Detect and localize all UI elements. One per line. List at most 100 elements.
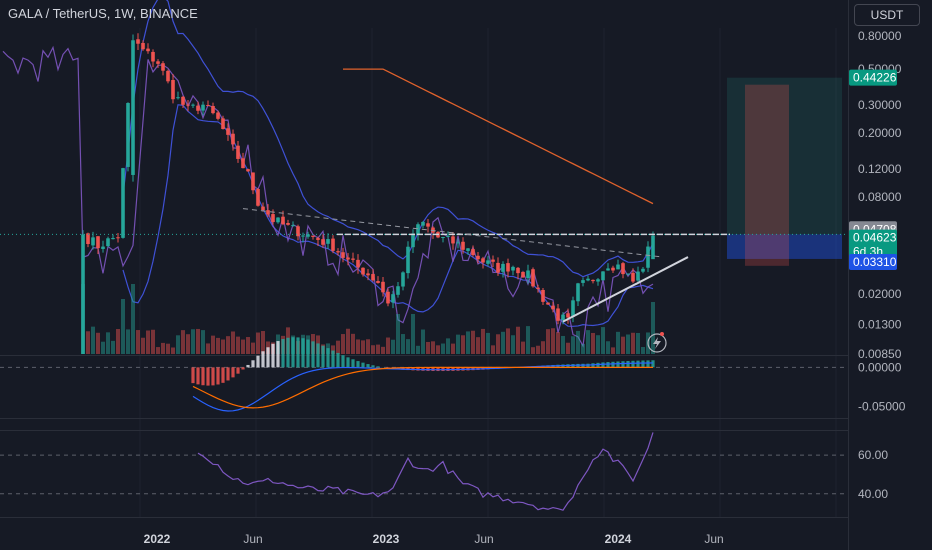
candle-body bbox=[156, 61, 160, 64]
candle-body bbox=[226, 128, 230, 135]
price-tick-label: 0.01300 bbox=[858, 317, 902, 331]
macd-histogram-bar bbox=[356, 361, 360, 368]
volume-bar bbox=[491, 345, 495, 354]
macd-histogram-bar bbox=[221, 367, 225, 383]
bollinger-upper bbox=[122, 0, 654, 278]
candle-body bbox=[366, 273, 370, 276]
volume-bar bbox=[341, 334, 345, 354]
candle-body bbox=[491, 259, 495, 262]
volume-bar bbox=[256, 332, 260, 354]
macd-histogram-bar bbox=[616, 361, 620, 368]
candle-body bbox=[256, 189, 260, 206]
volume-bar bbox=[431, 341, 435, 354]
rsi-tick-label: 40.00 bbox=[858, 487, 888, 501]
candle-body bbox=[551, 305, 555, 310]
candle-body bbox=[641, 268, 645, 272]
candle-body bbox=[606, 268, 610, 271]
macd-histogram-bar bbox=[261, 351, 265, 368]
candle-body bbox=[136, 39, 140, 44]
candle-body bbox=[331, 238, 335, 251]
rsi-pane bbox=[0, 432, 848, 511]
volume-bar bbox=[221, 339, 225, 354]
candle-body bbox=[281, 216, 285, 225]
candle-body bbox=[486, 260, 490, 264]
candle-body bbox=[291, 225, 295, 227]
volume-bar bbox=[166, 343, 170, 354]
volume-bar bbox=[126, 329, 130, 354]
candle-body bbox=[206, 105, 210, 107]
price-axis[interactable]: 0.800000.500000.300000.200000.120000.080… bbox=[858, 29, 906, 501]
volume-bar bbox=[461, 335, 465, 354]
candle-body bbox=[466, 248, 470, 251]
macd-histogram-bar bbox=[196, 367, 200, 385]
candle-body bbox=[161, 63, 165, 71]
price-tag-label: 0.44226 bbox=[853, 71, 897, 85]
volume-bar bbox=[591, 332, 595, 354]
volume-bar bbox=[641, 346, 645, 354]
volume-bar bbox=[636, 333, 640, 354]
macd-histogram-bar bbox=[361, 362, 365, 368]
candle-body bbox=[461, 241, 465, 250]
volume-bar bbox=[606, 341, 610, 354]
macd-histogram-bar bbox=[336, 352, 340, 368]
volume-bar bbox=[246, 337, 250, 354]
long-position-tool[interactable] bbox=[727, 77, 842, 266]
volume-bar bbox=[521, 341, 525, 354]
volume-bar bbox=[576, 330, 580, 354]
volume-bars bbox=[81, 284, 655, 354]
volume-bar bbox=[471, 330, 475, 354]
volume-bar bbox=[381, 346, 385, 354]
candle-body bbox=[271, 214, 275, 223]
price-tick-label: 0.30000 bbox=[858, 98, 902, 112]
candle-body bbox=[511, 266, 515, 271]
macd-histogram-bar bbox=[606, 362, 610, 368]
macd-histogram-bar bbox=[646, 360, 650, 368]
candle-body bbox=[476, 255, 480, 260]
volume-bar bbox=[226, 336, 230, 354]
candle-body bbox=[171, 79, 175, 100]
volume-bar bbox=[446, 338, 450, 354]
price-tick-label: 0.20000 bbox=[858, 126, 902, 140]
purple-overlay-line bbox=[2, 45, 654, 348]
candle-body bbox=[196, 105, 200, 111]
lightning-icon bbox=[647, 333, 667, 353]
candle-body bbox=[626, 273, 630, 275]
time-tick-label: 2023 bbox=[373, 532, 400, 546]
macd-histogram-bar bbox=[346, 357, 350, 368]
candle-body bbox=[581, 280, 585, 283]
currency-button[interactable]: USDT bbox=[854, 4, 920, 26]
chart-title: GALA / TetherUS, 1W, BINANCE bbox=[8, 6, 198, 21]
volume-bar bbox=[616, 331, 620, 354]
candle-body bbox=[296, 226, 300, 237]
volume-bar bbox=[456, 334, 460, 354]
candle-body bbox=[261, 206, 265, 211]
candle-body bbox=[311, 235, 315, 237]
candle-body bbox=[266, 210, 270, 215]
time-axis[interactable]: 2022 Jun 2023 Jun 2024 Jun bbox=[144, 532, 724, 546]
trend-lines[interactable] bbox=[0, 208, 848, 323]
macd-histogram-bar bbox=[216, 367, 220, 385]
candle-body bbox=[301, 235, 305, 237]
volume-bar bbox=[86, 331, 90, 354]
candle-body bbox=[611, 267, 615, 271]
macd-histogram-bar bbox=[201, 367, 205, 386]
volume-bar bbox=[111, 340, 115, 354]
macd-histogram-bar bbox=[326, 348, 330, 368]
chart-decorations bbox=[647, 332, 667, 353]
volume-bar bbox=[506, 328, 510, 354]
macd-histogram-bar bbox=[651, 360, 655, 368]
volume-bar bbox=[161, 342, 165, 354]
volume-bar bbox=[386, 337, 390, 354]
volume-bar bbox=[561, 335, 565, 354]
macd-histogram-bar bbox=[206, 367, 210, 386]
price-tick-label: 0.02000 bbox=[858, 287, 902, 301]
candle-body bbox=[651, 235, 655, 260]
macd-histogram-bar bbox=[321, 345, 325, 368]
candle-body bbox=[541, 289, 545, 302]
price-tick-label: 0.08000 bbox=[858, 190, 902, 204]
candle-body bbox=[321, 239, 325, 245]
macd-histogram-bar bbox=[351, 359, 355, 368]
volume-bar bbox=[611, 347, 615, 354]
price-tick-label: 0.12000 bbox=[858, 162, 902, 176]
